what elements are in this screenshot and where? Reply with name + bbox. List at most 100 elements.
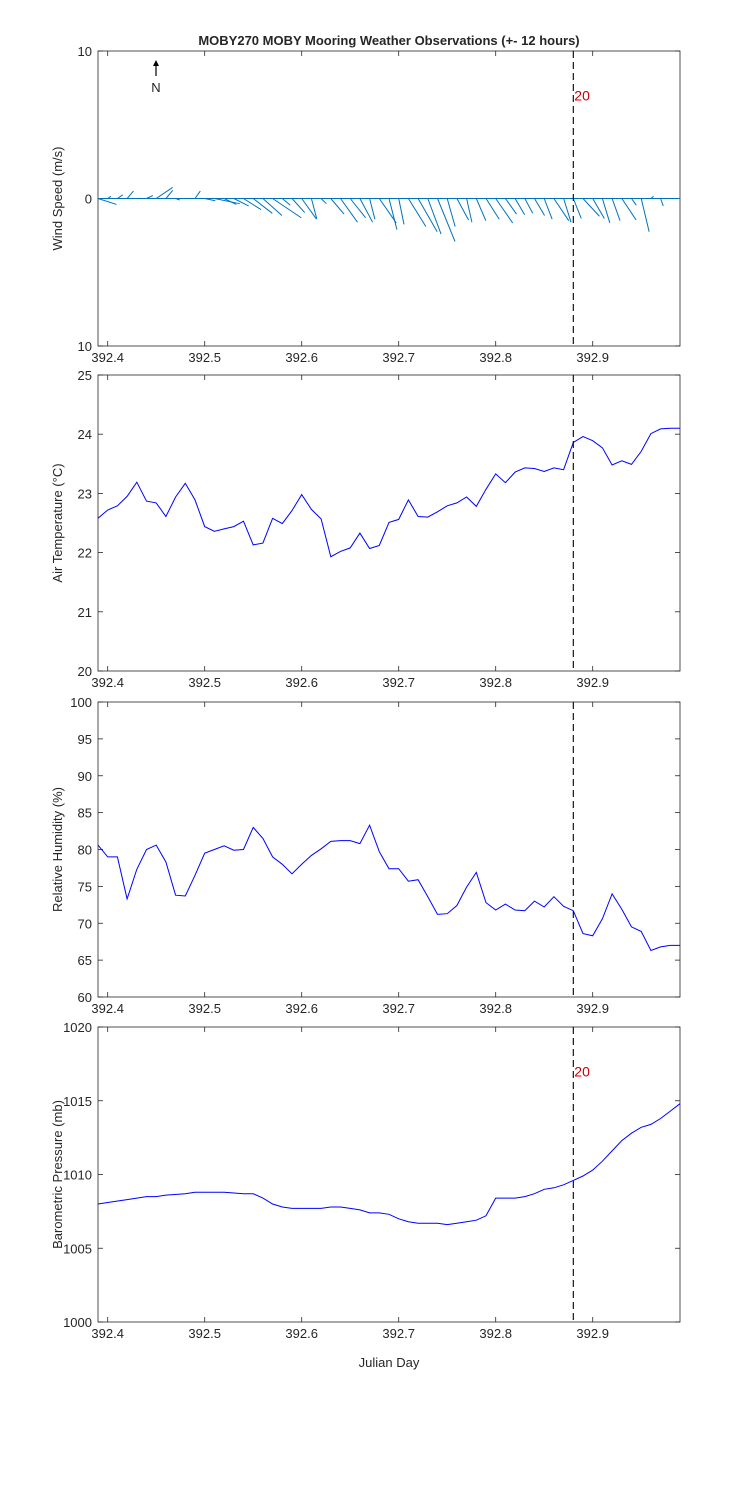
wind-vector <box>650 195 654 199</box>
wind-vector <box>175 198 181 201</box>
y-tick-label: 60 <box>78 990 92 1005</box>
wind-vector <box>310 198 318 219</box>
wind-vector <box>378 198 397 224</box>
y-tick-label: 1020 <box>63 1020 92 1035</box>
wind-vector <box>417 198 438 233</box>
wind-vector <box>398 198 405 225</box>
x-tick-label: 392.4 <box>91 350 124 365</box>
wind-vector <box>107 195 112 199</box>
wind-vector <box>640 198 650 232</box>
wind-vector <box>446 198 456 227</box>
wind-vector <box>563 198 572 223</box>
wind-vector <box>514 198 526 216</box>
y-axis-label: Barometric Pressure (mb) <box>50 1100 65 1249</box>
y-tick-label: 80 <box>78 843 92 858</box>
x-tick-label: 392.5 <box>188 675 221 690</box>
data-line <box>97 823 680 952</box>
wind-vector <box>155 186 173 199</box>
x-tick-label: 392.7 <box>382 1326 415 1341</box>
wind-vector <box>223 198 237 205</box>
y-tick-label: 1005 <box>63 1241 92 1256</box>
wind-vector <box>233 198 249 207</box>
y-tick-label: 21 <box>78 605 92 620</box>
wind-vector <box>369 198 376 220</box>
y-tick-label: 65 <box>78 953 92 968</box>
wind-vector <box>543 198 553 220</box>
wind-vector <box>97 198 117 205</box>
y-tick-label: 25 <box>78 368 92 383</box>
wind-vector <box>601 198 611 224</box>
wind-vector <box>621 198 637 221</box>
wind-vector <box>437 198 456 242</box>
wind-vector <box>320 198 327 205</box>
north-arrow-head-icon <box>153 60 159 66</box>
y-tick-label: 1000 <box>63 1315 92 1330</box>
x-axis-label: Julian Day <box>359 1355 420 1370</box>
y-tick-label: 23 <box>78 486 92 501</box>
wind-vector <box>262 198 283 216</box>
wind-vector <box>146 195 154 199</box>
wind-vector <box>281 198 291 206</box>
y-tick-label: 24 <box>78 427 92 442</box>
x-tick-label: 392.7 <box>382 350 415 365</box>
x-tick-label: 392.6 <box>285 350 318 365</box>
marker-annotation: 20 <box>574 1063 590 1079</box>
wind-vector <box>204 198 216 202</box>
x-tick-label: 392.6 <box>285 1001 318 1016</box>
x-tick-label: 392.4 <box>91 1326 124 1341</box>
wind-vector <box>456 198 469 221</box>
wind-vector <box>534 198 546 216</box>
wind-vector <box>485 198 500 220</box>
y-tick-label: 0 <box>85 192 92 207</box>
wind-vector <box>504 198 517 215</box>
wind-vector <box>388 198 398 230</box>
wind-vector <box>194 190 201 199</box>
wind-vector <box>631 198 637 206</box>
wind-vector <box>330 198 345 215</box>
plot-area <box>97 1026 681 1323</box>
wind-vector <box>243 198 262 211</box>
wind-vector <box>572 198 582 219</box>
wind-vector <box>660 198 664 207</box>
relative-humidity-panel: 392.4 392.5 392.6 392.7 392.8 392.9 60 65 70 75 80… <box>50 695 681 1016</box>
y-tick-label: 85 <box>78 806 92 821</box>
y-tick-label: 95 <box>78 732 92 747</box>
wind-vector <box>466 198 473 223</box>
wind-vector <box>252 198 273 214</box>
wind-vector <box>126 190 134 199</box>
wind-vector <box>349 198 366 219</box>
x-tick-label: 392.9 <box>576 1326 609 1341</box>
wind-vector <box>611 198 621 221</box>
x-tick-label: 392.4 <box>91 675 124 690</box>
wind-vector <box>117 194 123 199</box>
wind-vector <box>582 198 600 217</box>
wind-vector <box>553 198 570 221</box>
north-indicator: N <box>151 60 161 95</box>
north-label: N <box>151 80 160 95</box>
wind-vector <box>407 198 427 227</box>
y-tick-label: 75 <box>78 879 92 894</box>
x-tick-label: 392.5 <box>188 1326 221 1341</box>
x-tick-label: 392.6 <box>285 1326 318 1341</box>
figure-title: MOBY270 MOBY Mooring Weather Observation… <box>198 33 579 48</box>
wind-vector <box>592 198 605 219</box>
y-axis-label: Air Temperature (°C) <box>50 463 65 582</box>
x-tick-label: 392.9 <box>576 675 609 690</box>
y-tick-label: 1010 <box>63 1168 92 1183</box>
y-tick-label: 90 <box>78 769 92 784</box>
plot-area <box>97 701 681 998</box>
wind-vector <box>340 198 358 223</box>
wind-vector <box>359 198 374 223</box>
wind-speed-panel: 392.4 392.5 392.6 392.7 392.8 392.9 10 0 10 Wind … <box>50 44 681 365</box>
wind-vector <box>427 198 442 235</box>
y-tick-label: 100 <box>70 695 92 710</box>
y-tick-label: 22 <box>78 546 92 561</box>
air-temperature-panel: 392.4 392.5 392.6 392.7 392.8 392.9 20 21 22 23 24… <box>50 368 681 690</box>
x-tick-label: 392.6 <box>285 675 318 690</box>
x-tick-label: 392.9 <box>576 350 609 365</box>
y-tick-label: 1015 <box>63 1094 92 1109</box>
wind-vector <box>301 198 317 220</box>
wind-vector <box>214 198 240 205</box>
x-tick-label: 392.8 <box>479 675 512 690</box>
